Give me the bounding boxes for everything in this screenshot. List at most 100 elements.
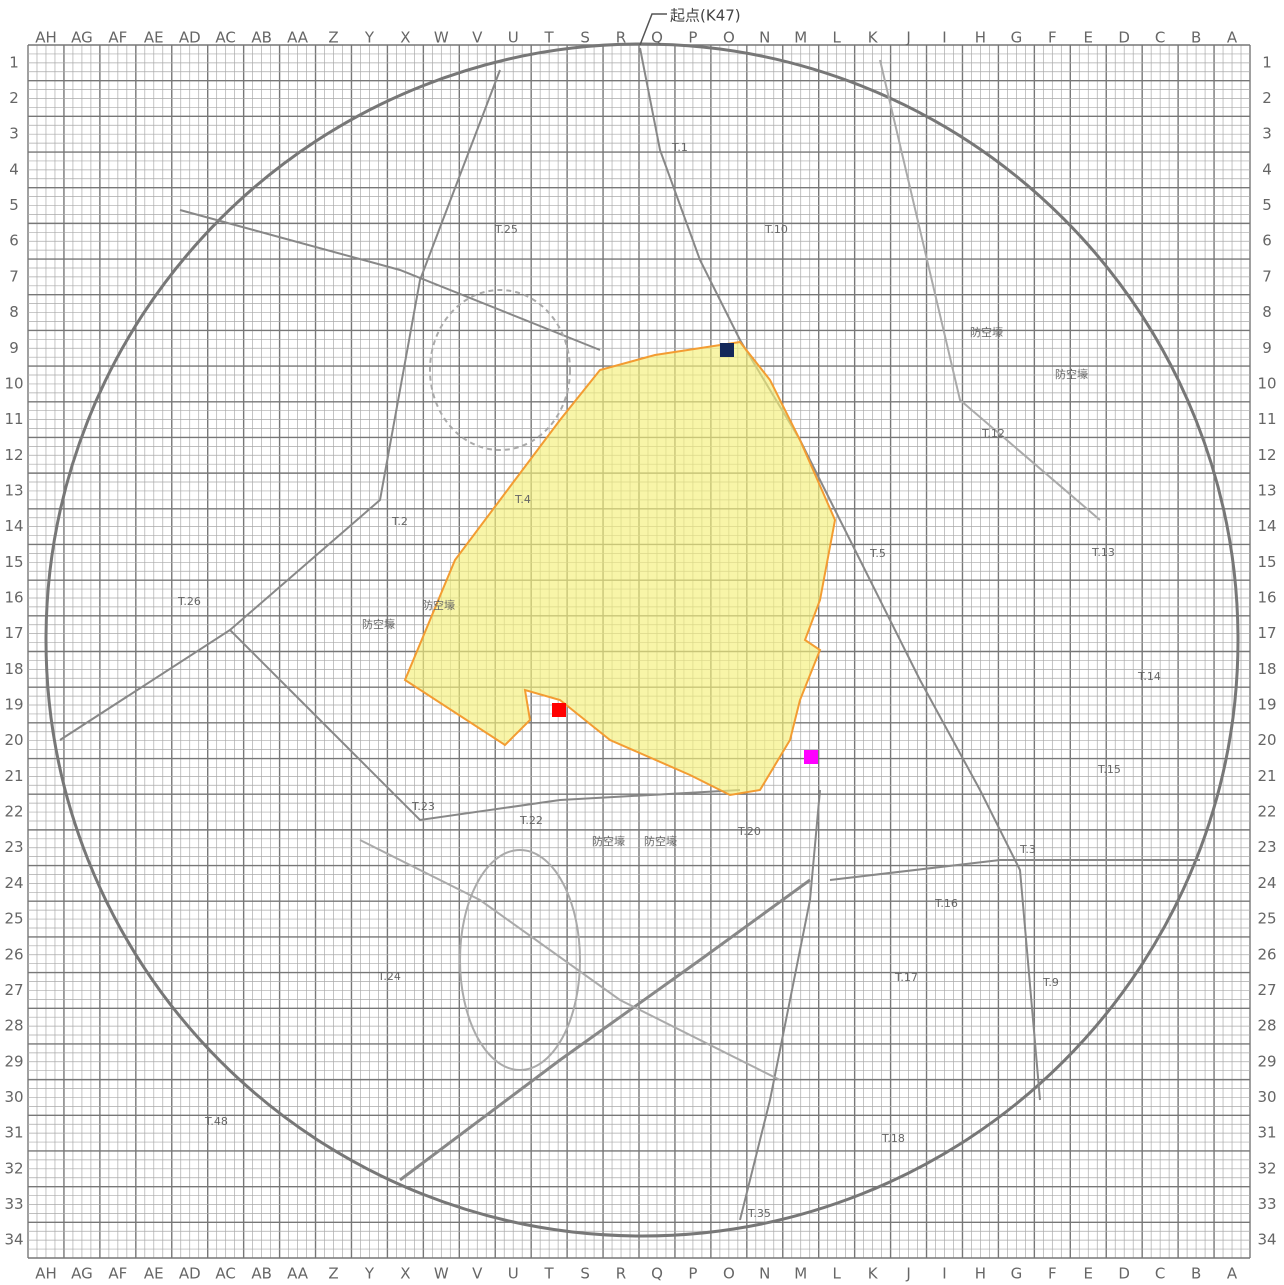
row-label: 6 (9, 232, 19, 250)
column-label: AC (215, 1265, 235, 1283)
column-label: AE (144, 1265, 164, 1283)
row-label: 30 (1257, 1088, 1276, 1106)
column-label: P (688, 1265, 697, 1283)
column-label: AB (251, 1265, 272, 1283)
label: 防空壕 (362, 617, 395, 631)
row-label: 22 (4, 803, 23, 821)
row-label: 29 (4, 1052, 23, 1070)
row-label: 8 (9, 303, 19, 321)
marker-red (552, 703, 566, 717)
row-label: 32 (4, 1159, 23, 1177)
label: T.2 (391, 515, 408, 528)
label: T.24 (377, 970, 401, 983)
row-label: 2 (1262, 89, 1272, 107)
marker-magenta (804, 750, 818, 764)
row-label: 19 (1257, 696, 1276, 714)
label: T.3 (1019, 843, 1036, 856)
row-label: 15 (4, 553, 23, 571)
row-label: 9 (1262, 339, 1272, 357)
row-label: 14 (1257, 517, 1276, 535)
label: T.35 (747, 1207, 771, 1220)
row-label: 34 (1257, 1231, 1276, 1249)
label: 防空壕 (422, 598, 455, 612)
column-label: T (544, 1265, 555, 1283)
column-label: D (1118, 1265, 1130, 1283)
column-label: Q (651, 29, 663, 47)
row-label: 4 (1262, 160, 1272, 178)
row-label: 13 (4, 481, 23, 499)
row-label: 9 (9, 339, 19, 357)
column-label: R (616, 1265, 626, 1283)
column-label: J (905, 1265, 910, 1283)
column-label: O (723, 1265, 735, 1283)
column-label: M (794, 1265, 807, 1283)
row-label: 28 (4, 1017, 23, 1035)
label: T.15 (1097, 763, 1121, 776)
label: T.17 (894, 971, 918, 984)
column-label: O (723, 29, 735, 47)
label: 防空壕 (592, 834, 625, 848)
label: T.23 (411, 800, 435, 813)
row-label: 18 (4, 660, 23, 678)
row-label: 8 (1262, 303, 1272, 321)
column-label: M (794, 29, 807, 47)
row-label: 11 (4, 410, 23, 428)
column-label: J (905, 29, 910, 47)
row-label: 2 (9, 89, 19, 107)
label: 防空壕 (644, 834, 677, 848)
column-label: K (868, 29, 879, 47)
column-label: H (975, 1265, 986, 1283)
row-label: 20 (4, 731, 23, 749)
row-label: 33 (4, 1195, 23, 1213)
column-label: F (1048, 29, 1057, 47)
road (740, 790, 820, 1220)
row-label: 33 (1257, 1195, 1276, 1213)
column-label: S (580, 1265, 590, 1283)
column-label: K (868, 1265, 879, 1283)
row-label: 18 (1257, 660, 1276, 678)
row-label: 15 (1257, 553, 1276, 571)
column-label: I (942, 29, 946, 47)
row-label: 30 (4, 1088, 23, 1106)
column-label: AA (287, 29, 309, 47)
label: T.22 (519, 814, 543, 827)
row-label: 27 (4, 981, 23, 999)
start-point: 起点(K47) (670, 7, 741, 25)
road (880, 60, 1100, 520)
target-area (405, 342, 835, 795)
column-label: AA (287, 1265, 309, 1283)
column-label: AC (215, 29, 235, 47)
row-label: 16 (4, 588, 23, 606)
road (830, 860, 1200, 880)
row-label: 26 (1257, 945, 1276, 963)
row-label: 20 (1257, 731, 1276, 749)
column-label: A (1227, 1265, 1238, 1283)
column-label: C (1155, 1265, 1165, 1283)
row-label: 27 (1257, 981, 1276, 999)
row-label: 16 (1257, 588, 1276, 606)
column-label: X (400, 1265, 410, 1283)
label: T.25 (494, 223, 518, 236)
column-label: B (1191, 29, 1201, 47)
row-label: 3 (1262, 125, 1272, 143)
row-label: 19 (4, 696, 23, 714)
row-label: 28 (1257, 1017, 1276, 1035)
label: T.4 (514, 493, 531, 506)
row-label: 7 (1262, 267, 1272, 285)
column-label: U (508, 29, 519, 47)
row-label: 24 (4, 874, 23, 892)
column-label: AH (35, 29, 57, 47)
row-label: 7 (9, 267, 19, 285)
row-label: 4 (9, 160, 19, 178)
row-label: 12 (1257, 446, 1276, 464)
row-label: 23 (1257, 838, 1276, 856)
row-label: 1 (9, 53, 19, 71)
column-label: P (688, 29, 697, 47)
row-label: 31 (4, 1124, 23, 1142)
row-label: 31 (1257, 1124, 1276, 1142)
column-label: B (1191, 1265, 1201, 1283)
label: 防空壕 (970, 325, 1003, 339)
column-label: AG (71, 29, 93, 47)
marker-navy (720, 343, 734, 357)
ground (460, 850, 580, 1070)
